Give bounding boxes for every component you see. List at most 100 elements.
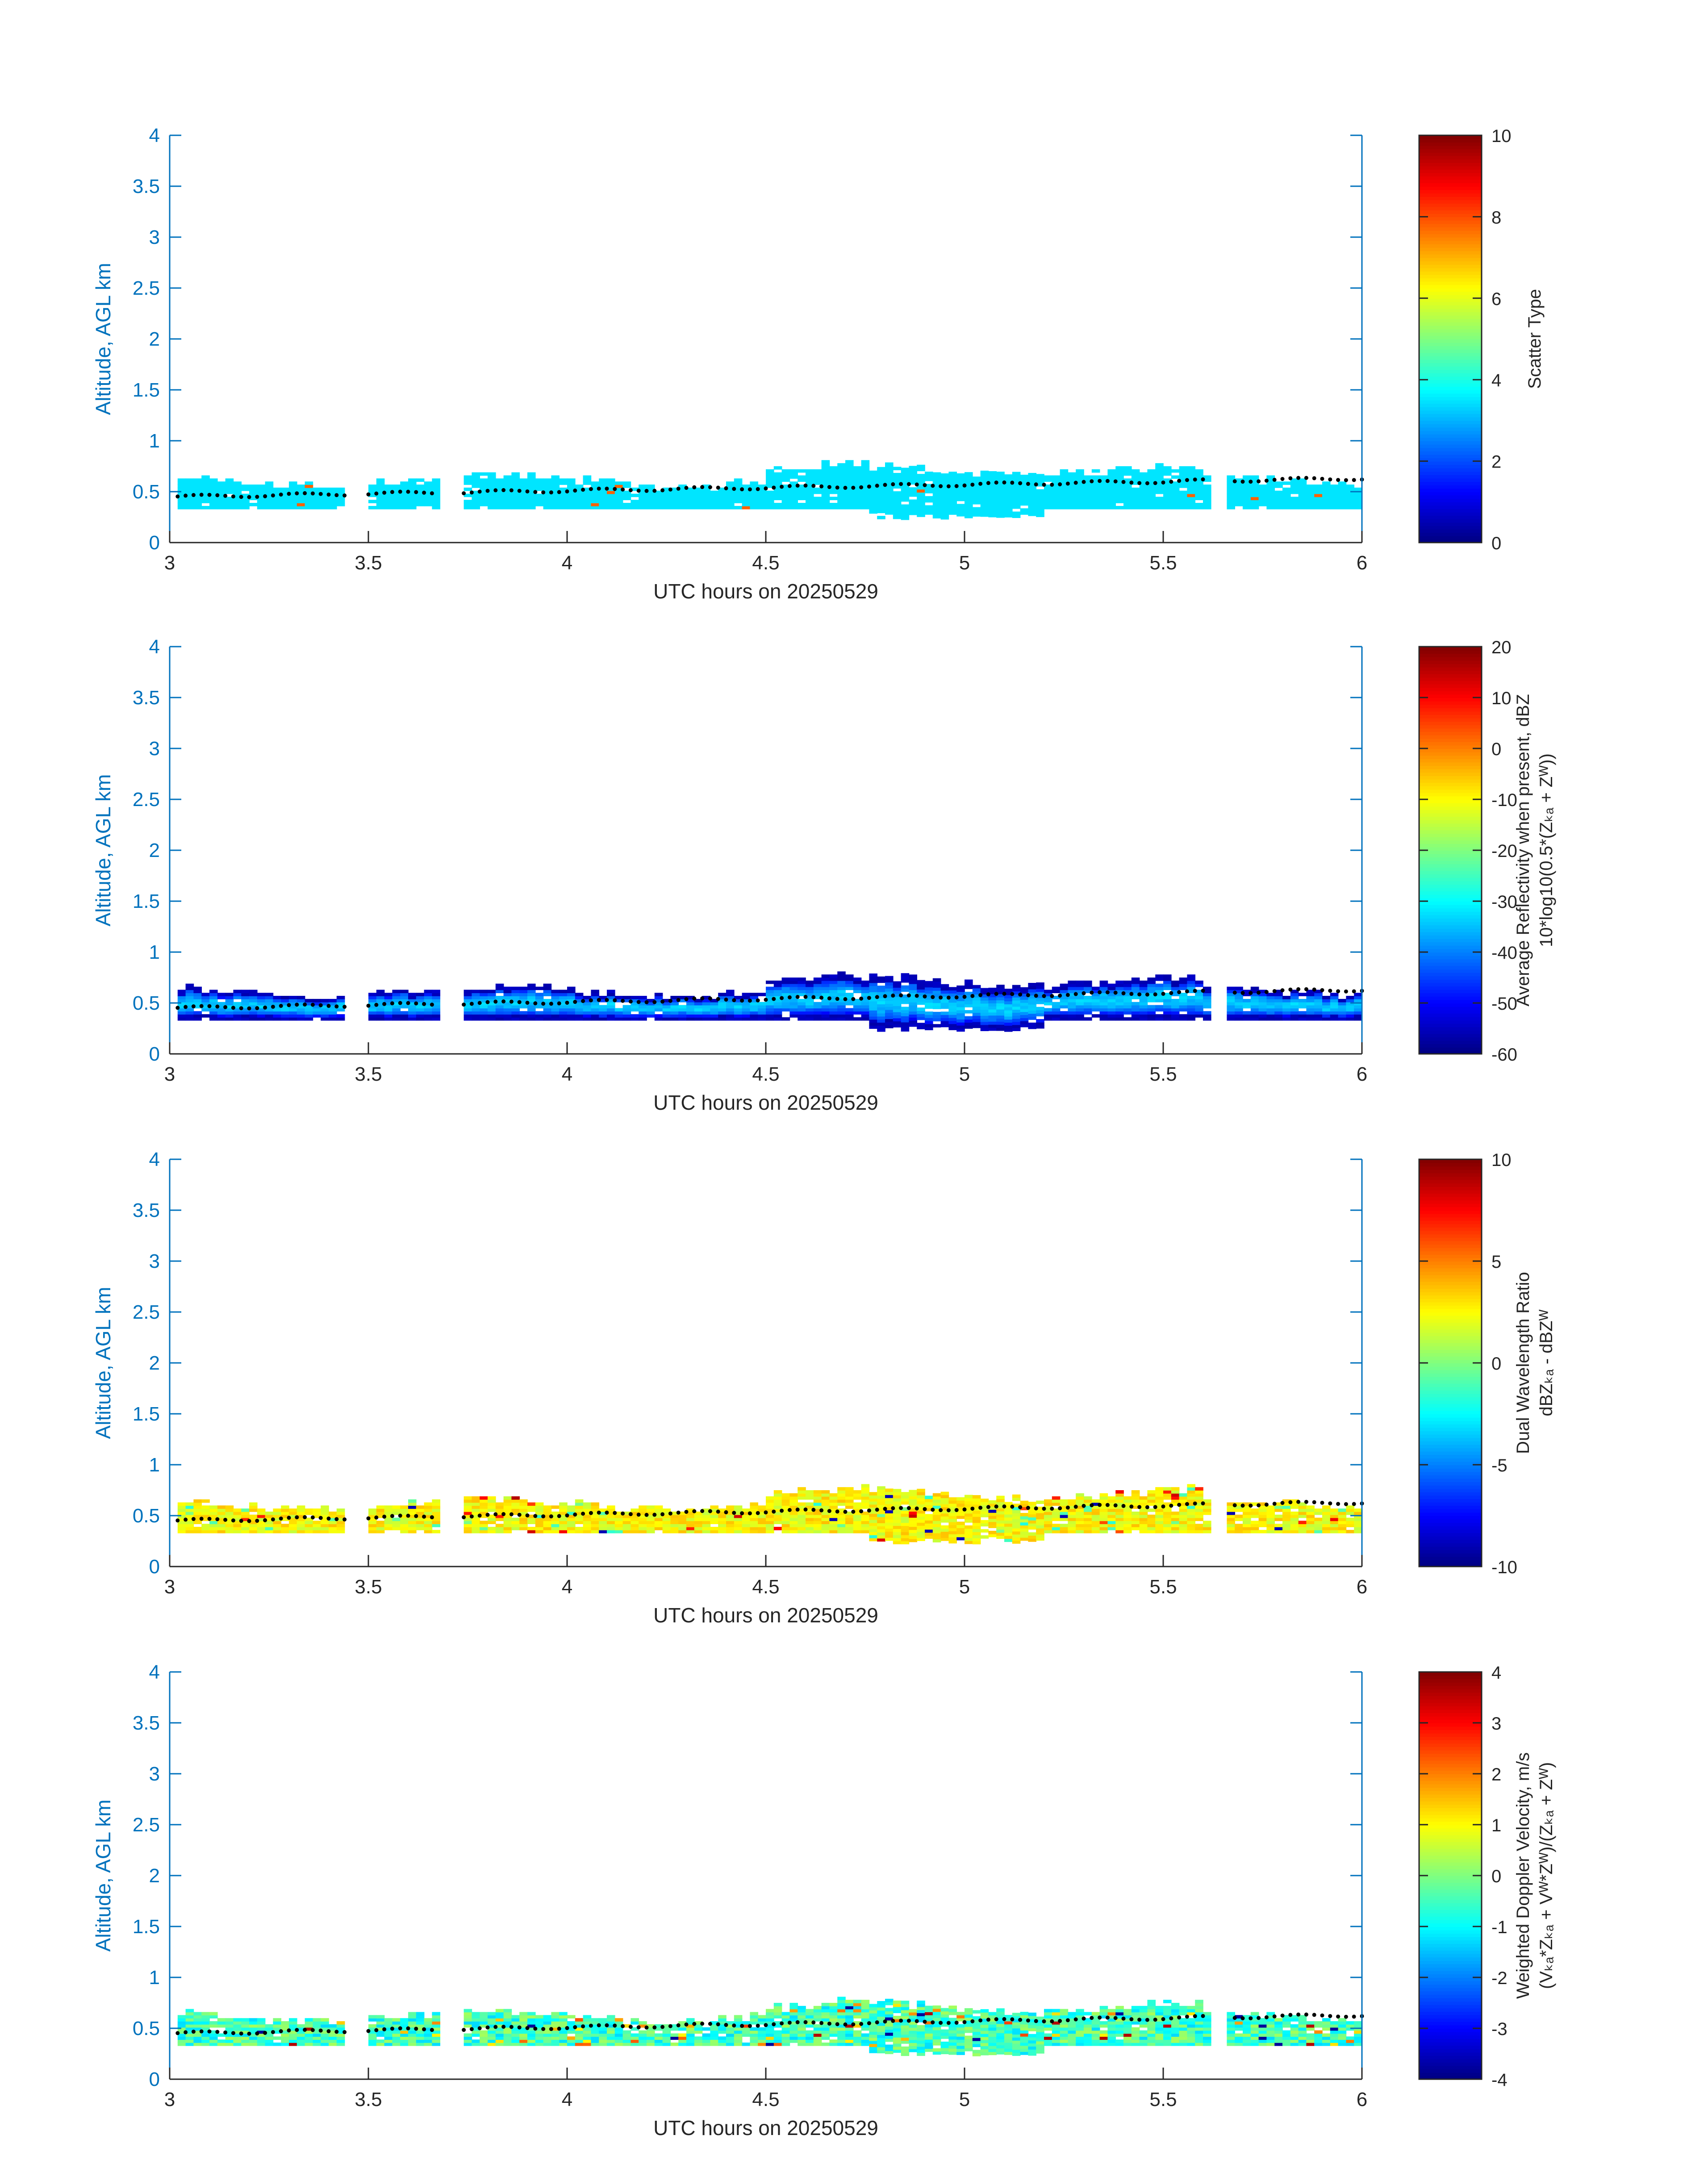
heatmap-cell: [519, 500, 528, 503]
heatmap-cell: [988, 1506, 997, 1510]
heatmap-cell: [631, 996, 639, 999]
heatmap-cell: [996, 508, 1005, 512]
heatmap-cell: [488, 1529, 496, 1534]
heatmap-cell: [559, 1524, 568, 1527]
colorbar-segment: [1419, 417, 1482, 421]
heatmap-cell: [686, 999, 695, 1003]
heatmap-cell: [1274, 1008, 1283, 1012]
heatmap-cell: [1179, 1496, 1188, 1500]
heatmap-cell: [1139, 980, 1148, 984]
heatmap-cell: [1020, 1504, 1029, 1508]
heatmap-cell: [988, 1534, 997, 1538]
heatmap-cell: [257, 1527, 266, 1530]
heatmap-cell: [853, 1524, 862, 1527]
heatmap-cell: [535, 999, 544, 1003]
heatmap-cell: [622, 1517, 631, 1521]
heatmap-cell: [400, 1529, 409, 1534]
heatmap-cell: [789, 475, 798, 479]
heatmap-cell: [877, 485, 885, 489]
heatmap-cell: [1290, 1005, 1299, 1009]
heatmap-cell: [1306, 1005, 1315, 1009]
heatmap-cell: [893, 1522, 902, 1526]
heatmap-cell: [177, 1514, 186, 1518]
heatmap-cell: [1004, 498, 1013, 502]
heatmap-cell: [861, 481, 870, 485]
heatmap-cell: [1179, 1527, 1188, 1530]
heatmap-cell: [781, 1008, 790, 1012]
heatmap-cell: [639, 1011, 647, 1015]
heatmap-cell: [988, 1009, 997, 1013]
heatmap-cell: [1131, 472, 1140, 476]
heatmap-cell: [988, 987, 997, 991]
heatmap-cell: [1314, 490, 1323, 494]
heatmap-cell: [622, 1011, 631, 1015]
heatmap-cell: [1179, 983, 1188, 987]
heatmap-cell: [241, 1517, 250, 1521]
colorbar-segment: [1419, 329, 1482, 333]
heatmap-cell: [1266, 475, 1275, 479]
heatmap-cell: [464, 1511, 472, 1515]
colorbar-segment: [1419, 684, 1482, 688]
heatmap-cell: [567, 986, 576, 990]
heatmap-cell: [384, 1005, 393, 1009]
heatmap-cell: [1250, 481, 1259, 485]
heatmap-cell: [750, 1011, 758, 1015]
heatmap-cell: [932, 478, 941, 482]
heatmap-cell: [893, 1011, 902, 1015]
trace-point: [819, 995, 824, 1000]
heatmap-cell: [201, 1508, 210, 1512]
x-tick-label: 3.5: [355, 1063, 382, 1085]
heatmap-cell: [1020, 1537, 1029, 1541]
heatmap-cell: [869, 1004, 877, 1008]
heatmap-cell: [217, 1014, 226, 1018]
heatmap-cell: [662, 1002, 671, 1006]
heatmap-cell: [432, 485, 440, 488]
colorbar-tick-label: 6: [1491, 289, 1501, 309]
heatmap-cell: [1338, 506, 1347, 510]
heatmap-cell: [1171, 990, 1180, 993]
trace-point: [1352, 989, 1356, 994]
heatmap-cell: [1139, 1014, 1148, 1018]
heatmap-cell: [909, 1505, 917, 1509]
heatmap-cell: [495, 1511, 504, 1515]
heatmap-cell: [877, 1504, 885, 1508]
heatmap-cell: [559, 993, 568, 996]
heatmap-cell: [909, 1008, 917, 1012]
heatmap-cell: [559, 999, 568, 1003]
heatmap-cell: [861, 1493, 870, 1497]
heatmap-cell: [1020, 990, 1029, 994]
heatmap-cell: [527, 481, 536, 485]
colorbar-segment: [1419, 653, 1482, 657]
colorbar-segment: [1419, 206, 1482, 211]
heatmap-cell: [869, 1513, 877, 1517]
heatmap-cell: [1028, 1010, 1036, 1014]
heatmap-cell: [1052, 1508, 1061, 1512]
heatmap-cell: [1131, 1496, 1140, 1500]
heatmap-cell: [1227, 478, 1235, 482]
heatmap-cell: [495, 1017, 504, 1021]
heatmap-cell: [909, 996, 917, 999]
heatmap-cell: [909, 1490, 917, 1493]
heatmap-cell: [821, 990, 830, 993]
heatmap-cell: [1250, 993, 1259, 996]
heatmap-cell: [1107, 1499, 1116, 1503]
heatmap-cell: [1091, 1524, 1100, 1527]
heatmap-cell: [766, 1521, 774, 1525]
heatmap-cell: [734, 1014, 743, 1018]
heatmap-cell: [647, 1005, 655, 1009]
heatmap-cell: [1195, 996, 1203, 999]
colorbar-segment: [1419, 227, 1482, 231]
heatmap-cell: [1147, 1014, 1156, 1018]
heatmap-cell: [781, 1511, 790, 1515]
heatmap-cell: [1123, 481, 1132, 485]
heatmap-cell: [1274, 1014, 1283, 1018]
heatmap-cell: [718, 1529, 727, 1534]
heatmap-cell: [400, 1508, 409, 1512]
heatmap-cell: [686, 1008, 695, 1012]
heatmap-cell: [877, 516, 885, 519]
heatmap-cell: [1084, 996, 1092, 999]
heatmap-cell: [996, 1009, 1005, 1013]
heatmap-cell: [789, 485, 798, 488]
heatmap-cell: [527, 1008, 536, 1012]
heatmap-cell: [1123, 1499, 1132, 1503]
